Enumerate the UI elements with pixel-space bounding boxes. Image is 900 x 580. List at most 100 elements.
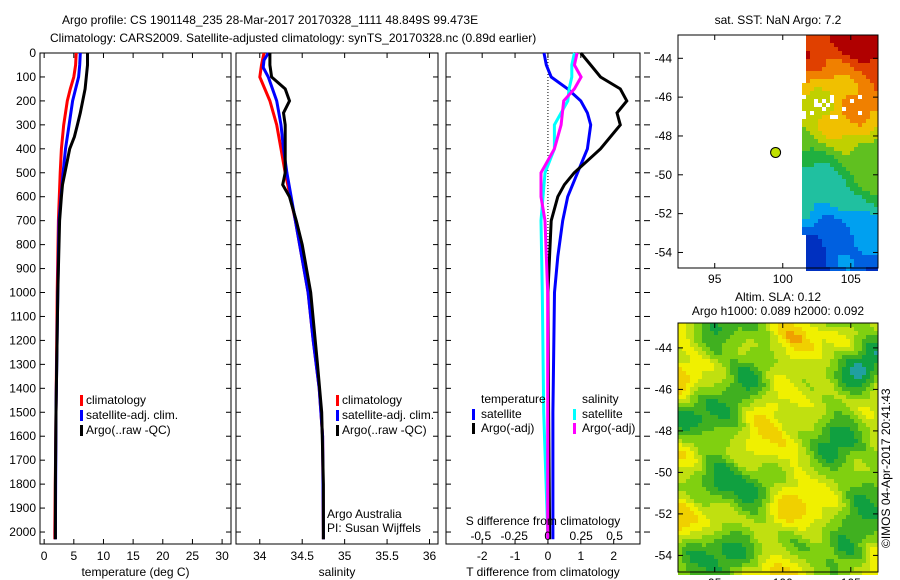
map-cell <box>694 411 698 415</box>
map-cell <box>690 423 694 427</box>
map-cell <box>770 371 774 375</box>
map-cell <box>862 539 866 543</box>
map-cell <box>854 407 858 411</box>
map-cell <box>710 415 714 419</box>
map-cell <box>698 559 702 563</box>
map-cell <box>846 115 850 119</box>
map-cell <box>706 431 710 435</box>
map-cell <box>818 255 822 259</box>
map-cell <box>846 123 850 127</box>
map-cell <box>734 411 738 415</box>
map-cell <box>754 363 758 367</box>
map-cell <box>706 471 710 475</box>
map-cell <box>806 159 810 163</box>
map-cell <box>810 555 814 559</box>
map-cell <box>810 67 814 71</box>
map-cell <box>826 327 830 331</box>
map-cell <box>818 247 822 251</box>
map-cell <box>694 547 698 551</box>
map-cell <box>830 243 834 247</box>
map-cell <box>874 467 878 471</box>
map-cell <box>678 515 682 519</box>
map-cell <box>746 503 750 507</box>
map-cell <box>846 559 850 563</box>
map-cell <box>782 387 786 391</box>
map-cell <box>750 487 754 491</box>
map-cell <box>838 339 842 343</box>
map-cell <box>782 499 786 503</box>
map-cell <box>806 199 810 203</box>
map-cell <box>802 167 806 171</box>
map-cell <box>850 131 854 135</box>
map-cell <box>842 175 846 179</box>
map-cell <box>782 391 786 395</box>
map-cell <box>702 343 706 347</box>
map-cell <box>802 187 806 191</box>
map-cell <box>850 511 854 515</box>
map-cell <box>730 367 734 371</box>
map-cell <box>838 439 842 443</box>
map-cell <box>802 191 806 195</box>
map-cell <box>874 351 878 355</box>
map-cell <box>678 567 682 571</box>
map-cell <box>758 491 762 495</box>
map-cell <box>802 215 806 219</box>
map-cell <box>746 487 750 491</box>
map-cell <box>810 91 814 95</box>
map-cell <box>798 559 802 563</box>
map-cell <box>850 403 854 407</box>
map-cell <box>758 567 762 571</box>
map-cell <box>830 219 834 223</box>
map-cell <box>706 483 710 487</box>
map-cell <box>742 463 746 467</box>
map-cell <box>874 199 878 203</box>
map-cell <box>710 355 714 359</box>
map-cell <box>850 431 854 435</box>
map-cell <box>758 443 762 447</box>
map-cell <box>818 263 822 267</box>
map-cell <box>714 551 718 555</box>
map-cell <box>718 511 722 515</box>
map-cell <box>874 143 878 147</box>
map-cell <box>762 347 766 351</box>
map-cell <box>762 491 766 495</box>
map-cell <box>702 551 706 555</box>
map-cell <box>798 479 802 483</box>
map-cell <box>738 391 742 395</box>
map-cell <box>734 487 738 491</box>
map-cell <box>870 135 874 139</box>
map-cell <box>802 539 806 543</box>
map-cell <box>822 335 826 339</box>
map-cell <box>830 59 834 63</box>
map-cell <box>770 323 774 327</box>
map-cell <box>794 439 798 443</box>
map-cell <box>874 263 878 267</box>
map-cell <box>826 403 830 407</box>
map-cell <box>814 435 818 439</box>
map-cell <box>718 399 722 403</box>
map-cell <box>874 183 878 187</box>
map-cell <box>718 343 722 347</box>
map-cell <box>870 519 874 523</box>
map-cell <box>842 503 846 507</box>
map-cell <box>858 427 862 431</box>
map-cell <box>874 359 878 363</box>
map-cell <box>690 467 694 471</box>
map-cell <box>806 367 810 371</box>
map-cell <box>746 519 750 523</box>
map-cell <box>806 363 810 367</box>
map-cell <box>766 571 770 575</box>
map-cell <box>750 539 754 543</box>
map-cell <box>718 355 722 359</box>
map-cell <box>826 203 830 207</box>
map-cell <box>682 423 686 427</box>
map-cell <box>830 323 834 327</box>
map-cell <box>846 143 850 147</box>
map-cell <box>806 335 810 339</box>
map-cell <box>770 355 774 359</box>
map-cell <box>842 331 846 335</box>
map-cell <box>678 507 682 511</box>
map-cell <box>710 407 714 411</box>
map-cell <box>838 199 842 203</box>
map-cell <box>750 543 754 547</box>
